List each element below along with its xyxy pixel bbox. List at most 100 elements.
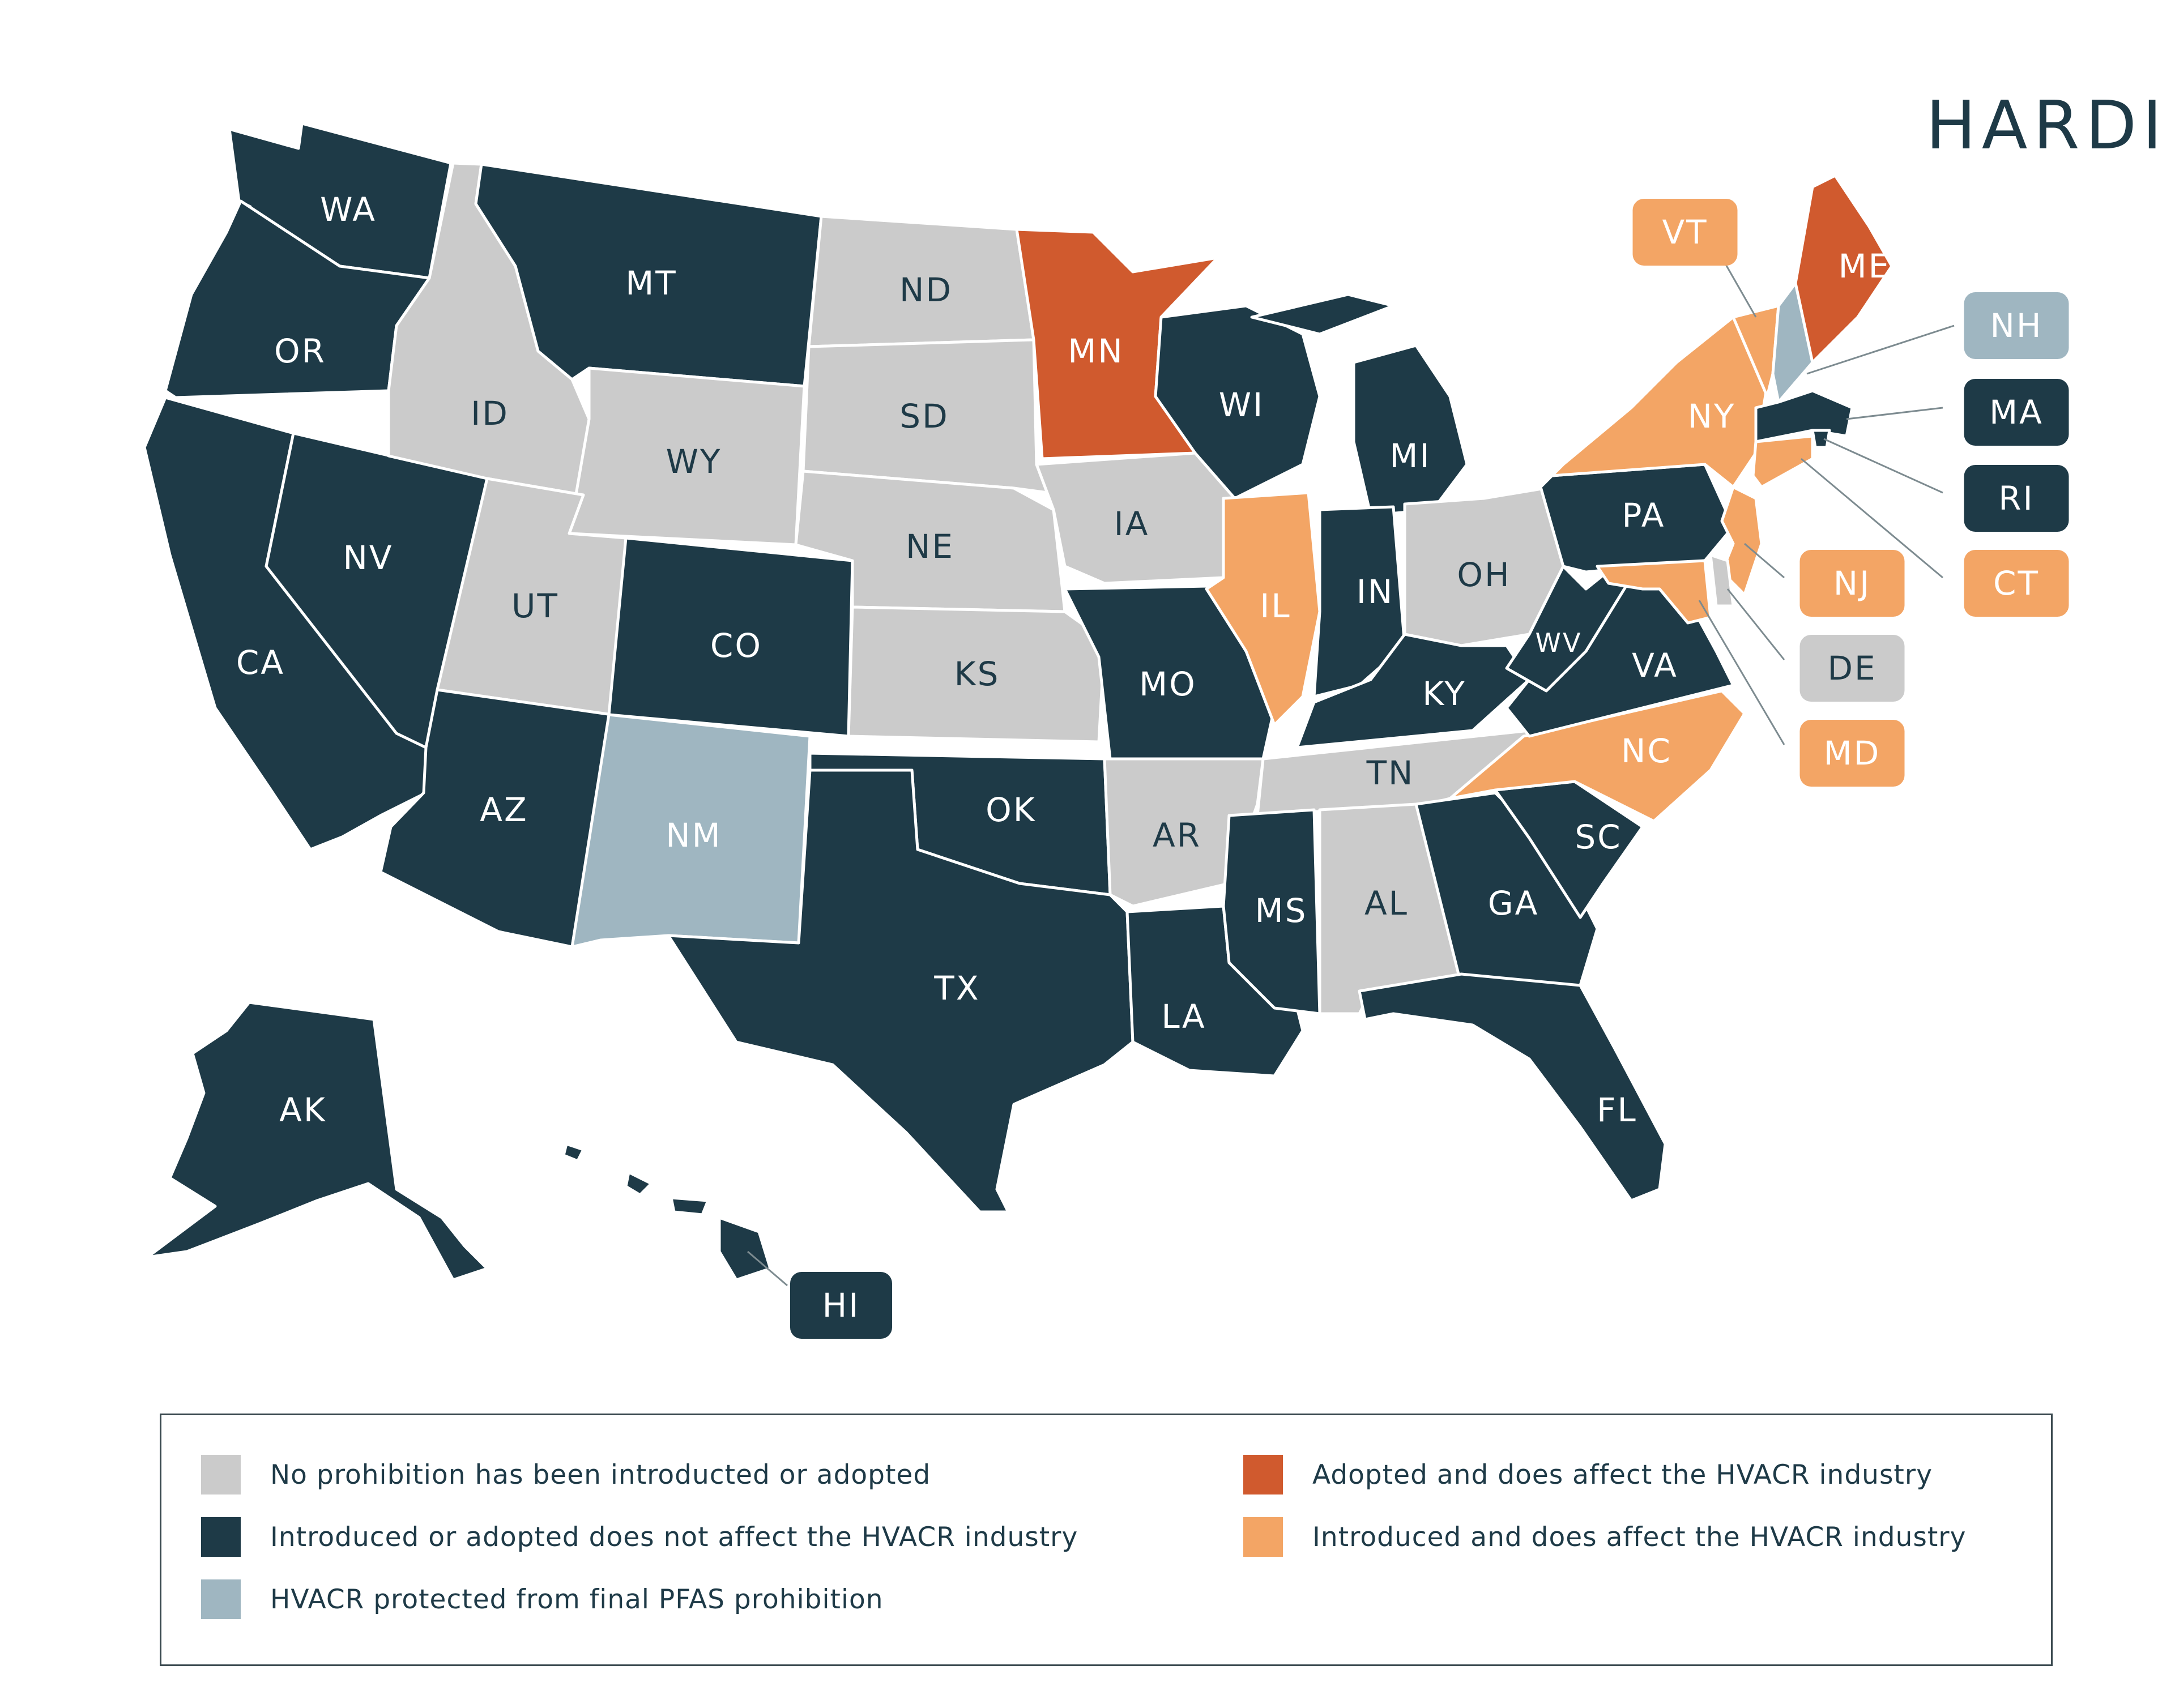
callout-hi[interactable]: HI bbox=[790, 1272, 892, 1339]
state-label-wy: WY bbox=[666, 442, 722, 481]
callout-box-vt bbox=[1632, 199, 1738, 266]
state-tx[interactable] bbox=[667, 768, 1135, 1214]
state-label-ia: IA bbox=[1114, 505, 1150, 543]
callout-label-de: DE bbox=[1827, 649, 1877, 688]
leader-line-ct bbox=[1801, 458, 1943, 579]
state-nj[interactable] bbox=[1720, 485, 1763, 596]
legend-label-not-affect: Introduced or adopted does not affect th… bbox=[270, 1521, 1078, 1553]
state-label-al: AL bbox=[1364, 884, 1409, 923]
state-label-fl: FL bbox=[1597, 1091, 1637, 1129]
callout-ct[interactable]: CT bbox=[1964, 550, 2069, 617]
callout-label-nh: NH bbox=[1990, 306, 2043, 345]
state-label-va: VA bbox=[1632, 646, 1678, 685]
state-label-ms: MS bbox=[1255, 891, 1308, 930]
state-label-il: IL bbox=[1260, 587, 1291, 625]
leader-line-vt bbox=[1721, 257, 1757, 318]
state-label-ok: OK bbox=[986, 791, 1037, 829]
callout-label-ma: MA bbox=[1989, 393, 2044, 432]
callout-ri[interactable]: RI bbox=[1964, 465, 2069, 532]
leader-line-de bbox=[1726, 588, 1785, 660]
state-or[interactable] bbox=[164, 199, 431, 399]
state-ak[interactable] bbox=[146, 1001, 489, 1282]
state-label-ak: AK bbox=[279, 1091, 327, 1129]
state-label-ca: CA bbox=[236, 643, 285, 682]
legend-swatch-protected bbox=[201, 1579, 241, 1619]
state-label-tx: TX bbox=[933, 969, 980, 1007]
callout-de[interactable]: DE bbox=[1799, 635, 1905, 702]
callout-label-hi: HI bbox=[822, 1286, 860, 1325]
leader-line-ma bbox=[1846, 407, 1943, 420]
state-hi[interactable] bbox=[562, 1142, 772, 1282]
state-label-mt: MT bbox=[625, 264, 677, 302]
legend-item-none: No prohibition has been introducted or a… bbox=[201, 1455, 931, 1494]
state-ri[interactable] bbox=[1811, 429, 1831, 449]
state-md[interactable] bbox=[1596, 559, 1712, 625]
state-label-oh: OH bbox=[1457, 556, 1511, 594]
callout-box-ma bbox=[1964, 379, 2069, 446]
state-label-ut: UT bbox=[511, 587, 559, 625]
callout-label-vt: VT bbox=[1662, 213, 1708, 251]
state-me[interactable] bbox=[1794, 174, 1893, 364]
state-label-nv: NV bbox=[343, 539, 393, 577]
state-label-sd: SD bbox=[899, 397, 949, 435]
leader-line-nj bbox=[1744, 543, 1785, 579]
state-de[interactable] bbox=[1709, 553, 1735, 608]
state-label-id: ID bbox=[471, 394, 509, 433]
hardi-logo: HARDI bbox=[1926, 86, 2168, 164]
state-label-nd: ND bbox=[899, 271, 953, 309]
state-label-mo: MO bbox=[1139, 665, 1197, 703]
state-label-mn: MN bbox=[1068, 332, 1124, 370]
state-label-az: AZ bbox=[480, 791, 528, 829]
state-label-wa: WA bbox=[320, 190, 377, 229]
callout-label-ri: RI bbox=[1998, 479, 2034, 518]
callout-label-md: MD bbox=[1824, 734, 1881, 772]
callout-box-ri bbox=[1964, 465, 2069, 532]
callout-ma[interactable]: MA bbox=[1964, 379, 2069, 446]
state-ma[interactable] bbox=[1754, 389, 1854, 443]
callout-box-nh bbox=[1964, 292, 2069, 359]
legend-swatch-adopted-affect bbox=[1243, 1455, 1283, 1494]
legend-item-not-affect: Introduced or adopted does not affect th… bbox=[201, 1517, 1078, 1557]
state-label-ga: GA bbox=[1488, 884, 1539, 923]
state-label-tn: TN bbox=[1366, 754, 1415, 792]
legend-label-introduced-affect: Introduced and does affect the HVACR ind… bbox=[1312, 1521, 1967, 1553]
state-ky[interactable] bbox=[1295, 633, 1531, 749]
state-label-me: ME bbox=[1839, 247, 1891, 285]
state-label-sc: SC bbox=[1575, 818, 1622, 856]
callout-vt[interactable]: VT bbox=[1632, 199, 1738, 266]
state-label-ks: KS bbox=[954, 655, 1000, 693]
state-label-nm: NM bbox=[666, 816, 722, 855]
legend-item-introduced-affect: Introduced and does affect the HVACR ind… bbox=[1243, 1517, 1966, 1557]
legend-label-none: No prohibition has been introducted or a… bbox=[270, 1459, 931, 1491]
leader-line-md bbox=[1698, 600, 1785, 745]
leader-line-ri bbox=[1823, 438, 1943, 494]
state-ct[interactable] bbox=[1751, 434, 1814, 489]
callout-box-nj bbox=[1799, 550, 1905, 617]
leader-line-hi bbox=[747, 1250, 788, 1287]
state-wy[interactable] bbox=[568, 366, 806, 546]
callout-nj[interactable]: NJ bbox=[1799, 550, 1905, 617]
leader-line-nh bbox=[1806, 324, 1955, 375]
state-il[interactable] bbox=[1205, 491, 1321, 727]
callout-md[interactable]: MD bbox=[1799, 720, 1905, 787]
state-ms[interactable] bbox=[1222, 808, 1321, 1015]
state-label-wi: WI bbox=[1219, 386, 1264, 424]
legend-swatch-not-affect bbox=[201, 1517, 241, 1557]
legend-label-adopted-affect: Adopted and does affect the HVACR indust… bbox=[1312, 1459, 1933, 1491]
callout-label-nj: NJ bbox=[1833, 564, 1871, 603]
state-label-or: OR bbox=[274, 332, 326, 370]
state-label-ky: KY bbox=[1422, 674, 1466, 713]
callout-nh[interactable]: NH bbox=[1964, 292, 2069, 359]
state-label-pa: PA bbox=[1622, 496, 1666, 535]
callout-box-md bbox=[1799, 720, 1905, 787]
legend-item-adopted-affect: Adopted and does affect the HVACR indust… bbox=[1243, 1455, 1933, 1494]
state-nh[interactable] bbox=[1771, 281, 1814, 404]
state-label-co: CO bbox=[710, 626, 762, 665]
state-fl[interactable] bbox=[1358, 972, 1667, 1202]
state-label-ne: NE bbox=[906, 527, 954, 566]
state-mi[interactable] bbox=[1250, 293, 1469, 517]
state-label-mi: MI bbox=[1389, 437, 1431, 475]
callout-box-ct bbox=[1964, 550, 2069, 617]
